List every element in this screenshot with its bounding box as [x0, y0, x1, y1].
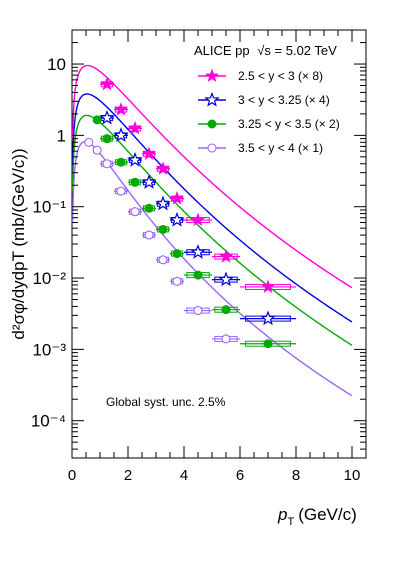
- legend-marker: [207, 143, 217, 153]
- data-point: [155, 195, 171, 211]
- data-point: [130, 207, 140, 217]
- data-point: [221, 305, 231, 315]
- data-points: [84, 76, 296, 349]
- fit-curve: [71, 114, 353, 346]
- x-tick-label: 0: [68, 467, 76, 484]
- fit-curve: [71, 64, 353, 289]
- data-point: [92, 145, 102, 155]
- data-point: [99, 76, 115, 91]
- y-axis-label: d²σφ/dydpT (mb/(GeV/c)): [9, 148, 28, 339]
- data-point: [127, 151, 143, 167]
- x-tick-label: 8: [292, 467, 300, 484]
- data-point: [155, 161, 171, 175]
- data-point: [141, 146, 157, 160]
- data-point: [193, 306, 203, 316]
- legend-label: 2.5 < y < 3 (× 8): [238, 69, 323, 83]
- data-point: [130, 177, 140, 187]
- data-point: [113, 127, 129, 143]
- data-point: [84, 137, 94, 147]
- y-tick-label: 10⁻¹: [32, 198, 66, 217]
- data-point: [190, 212, 206, 227]
- data-point: [99, 109, 115, 125]
- x-tick-label: 4: [180, 467, 188, 484]
- legend-marker: [204, 91, 220, 107]
- data-point: [260, 279, 276, 293]
- data-point: [102, 159, 112, 169]
- legend-title: ALICE pp √s = 5.02 TeV: [194, 43, 337, 58]
- data-point: [158, 224, 168, 234]
- y-tick-label: 10⁻²: [32, 269, 66, 288]
- data-point: [127, 121, 143, 135]
- data-point: [169, 211, 185, 227]
- fit-curves: [71, 64, 353, 397]
- x-axis-label: pT (GeV/c): [277, 505, 357, 528]
- legend: 2.5 < y < 3 (× 8) 3 < y < 3.25 (× 4) 3.25 …: [198, 68, 340, 155]
- y-tick-label: 10⁻³: [32, 340, 66, 359]
- data-point: [172, 276, 182, 286]
- data-point: [172, 249, 182, 259]
- data-point: [116, 157, 126, 167]
- x-tick-label: 10: [344, 467, 361, 484]
- data-point: [193, 270, 203, 280]
- y-tick-label: 10⁻⁴: [31, 412, 66, 431]
- data-point: [144, 203, 154, 213]
- y-tick-label: 10: [47, 55, 66, 74]
- legend-label: 3.5 < y < 4 (× 1): [238, 141, 323, 155]
- data-point: [141, 174, 157, 189]
- legend-label: 3.25 < y < 3.5 (× 2): [238, 117, 340, 131]
- legend-marker: [204, 68, 220, 83]
- data-point: [158, 255, 168, 265]
- axis-ticks: 0 2 4 6 8 10 10 1 10⁻¹ 10⁻² 10⁻³ 10⁻⁴: [31, 29, 367, 484]
- data-point: [92, 115, 102, 125]
- data-point: [218, 249, 234, 263]
- x-tick-label: 2: [124, 467, 132, 484]
- x-tick-label: 6: [236, 467, 244, 484]
- data-point: [144, 230, 154, 240]
- annotation: Global syst. unc. 2.5%: [106, 395, 226, 409]
- data-point: [113, 102, 129, 116]
- legend-marker: [207, 119, 217, 129]
- data-point: [260, 310, 276, 326]
- fit-curve: [71, 141, 353, 397]
- data-point: [102, 134, 112, 144]
- data-point: [263, 339, 273, 349]
- data-point: [116, 186, 126, 196]
- data-point: [221, 334, 231, 344]
- data-point: [218, 271, 234, 287]
- data-point: [169, 191, 185, 205]
- legend-label: 3 < y < 3.25 (× 4): [238, 93, 330, 107]
- y-tick-label: 1: [57, 126, 66, 145]
- fit-curve: [71, 93, 353, 323]
- data-point: [190, 244, 206, 259]
